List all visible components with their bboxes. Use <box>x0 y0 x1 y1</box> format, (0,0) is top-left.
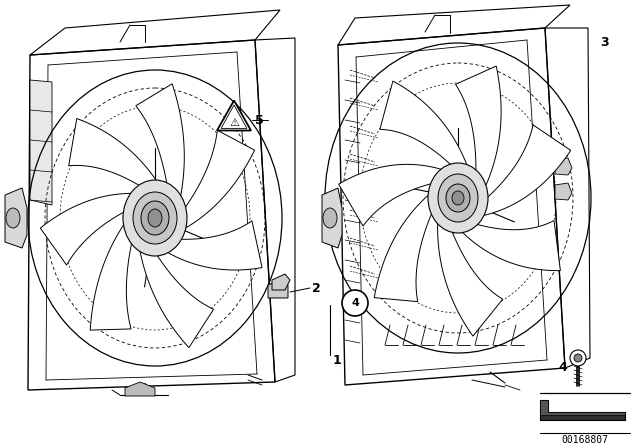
Polygon shape <box>68 119 156 189</box>
Text: 1: 1 <box>333 353 342 366</box>
Text: 4: 4 <box>351 298 359 308</box>
Ellipse shape <box>323 208 337 228</box>
Polygon shape <box>272 274 290 290</box>
Polygon shape <box>182 130 255 228</box>
Text: 2: 2 <box>312 281 321 294</box>
Polygon shape <box>456 66 501 185</box>
Polygon shape <box>339 164 441 226</box>
Polygon shape <box>540 400 625 420</box>
Polygon shape <box>380 81 467 169</box>
Text: 00168807: 00168807 <box>561 435 609 445</box>
Circle shape <box>342 290 368 316</box>
Polygon shape <box>322 188 342 248</box>
Polygon shape <box>463 220 561 271</box>
Text: ⚠: ⚠ <box>229 118 239 128</box>
Polygon shape <box>438 224 502 336</box>
Polygon shape <box>168 221 262 270</box>
Ellipse shape <box>428 163 488 233</box>
Polygon shape <box>555 183 572 200</box>
Ellipse shape <box>570 350 586 366</box>
Ellipse shape <box>141 201 169 235</box>
Ellipse shape <box>574 354 582 362</box>
Ellipse shape <box>133 192 177 244</box>
Text: 4: 4 <box>558 361 567 374</box>
Text: 3: 3 <box>600 35 609 48</box>
Polygon shape <box>140 250 214 348</box>
Ellipse shape <box>452 191 464 205</box>
Polygon shape <box>125 382 155 396</box>
Ellipse shape <box>6 208 20 228</box>
Polygon shape <box>30 80 52 205</box>
Polygon shape <box>90 225 133 330</box>
Ellipse shape <box>438 174 478 222</box>
Polygon shape <box>217 100 251 130</box>
Polygon shape <box>374 195 435 302</box>
Polygon shape <box>5 188 27 248</box>
Ellipse shape <box>123 180 187 256</box>
Text: 5: 5 <box>255 113 264 126</box>
Polygon shape <box>268 280 288 298</box>
Polygon shape <box>555 158 572 175</box>
Polygon shape <box>136 84 184 196</box>
Ellipse shape <box>446 184 470 212</box>
Ellipse shape <box>148 209 162 227</box>
Polygon shape <box>483 125 571 215</box>
Polygon shape <box>540 400 625 415</box>
Polygon shape <box>40 194 131 265</box>
